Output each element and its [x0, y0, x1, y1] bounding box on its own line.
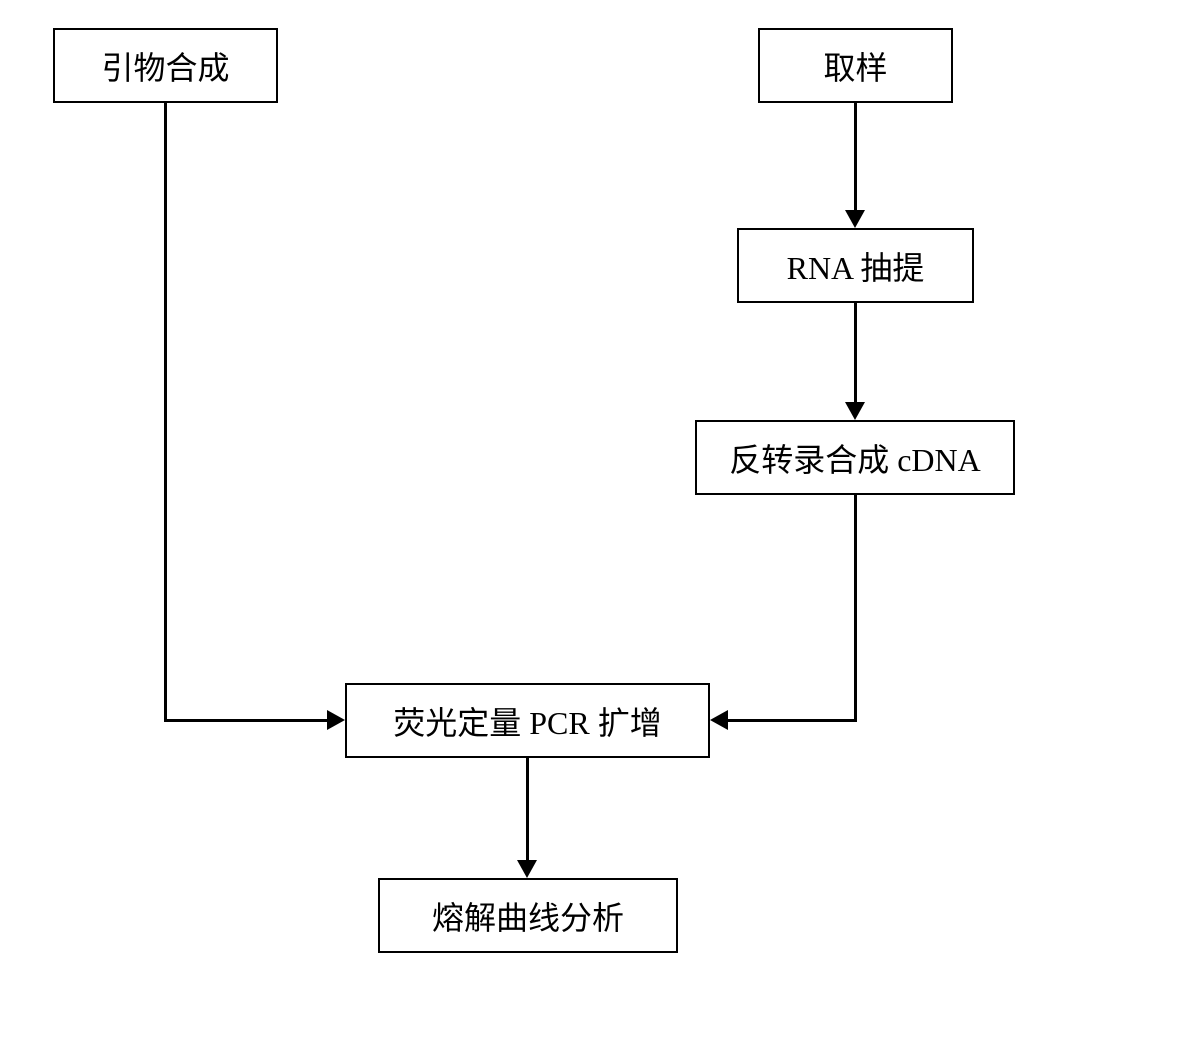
- node-rna-extraction-label: RNA 抽提: [787, 243, 925, 289]
- edge-sampling-to-rna-vertical: [854, 103, 857, 210]
- edge-primer-to-pcr-arrowhead: [327, 710, 345, 730]
- node-melting-curve: 熔解曲线分析: [378, 878, 678, 953]
- edge-pcr-to-melting-vertical: [526, 758, 529, 860]
- edge-sampling-to-rna-arrowhead: [845, 210, 865, 228]
- node-reverse-transcription-label: 反转录合成 cDNA: [729, 435, 981, 481]
- node-melting-curve-label: 熔解曲线分析: [432, 893, 624, 939]
- node-sampling-label: 取样: [823, 43, 887, 89]
- edge-primer-to-pcr-vertical: [164, 103, 167, 721]
- edge-rna-to-rt-arrowhead: [845, 402, 865, 420]
- edge-primer-to-pcr-horizontal: [164, 719, 327, 722]
- node-pcr-amplification-label: 荧光定量 PCR 扩增: [393, 698, 662, 744]
- node-reverse-transcription: 反转录合成 cDNA: [695, 420, 1015, 495]
- edge-pcr-to-melting-arrowhead: [517, 860, 537, 878]
- edge-rna-to-rt-vertical: [854, 303, 857, 402]
- edge-rt-to-pcr-arrowhead: [710, 710, 728, 730]
- edge-rt-to-pcr-horizontal: [728, 719, 857, 722]
- node-pcr-amplification: 荧光定量 PCR 扩增: [345, 683, 710, 758]
- node-primer-synthesis: 引物合成: [53, 28, 278, 103]
- edge-rt-to-pcr-vertical: [854, 495, 857, 721]
- node-sampling: 取样: [758, 28, 953, 103]
- node-rna-extraction: RNA 抽提: [737, 228, 974, 303]
- node-primer-synthesis-label: 引物合成: [101, 43, 229, 89]
